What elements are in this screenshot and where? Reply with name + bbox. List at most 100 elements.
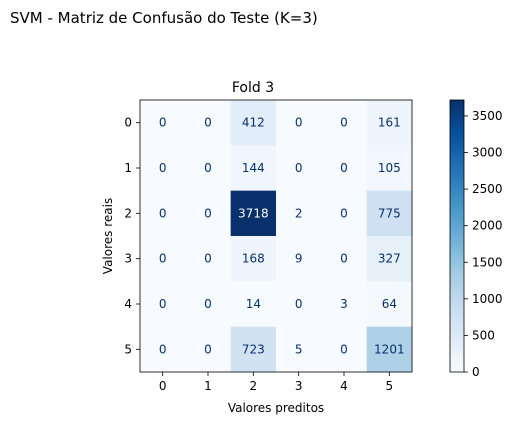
cell-value-label: 0 [340,252,348,266]
cell-value-label: 0 [159,116,167,130]
heatmap-cells [140,100,413,373]
cell-value-label: 2 [295,206,303,220]
x-tick-label: 4 [340,379,348,393]
y-tick-label: 5 [124,342,132,356]
x-tick-label: 0 [159,379,167,393]
cell-value-label: 168 [242,252,265,266]
heatmap-cell [321,281,368,328]
y-axis-label: Valores reais [101,198,115,274]
x-axis-label: Valores preditos [228,401,324,415]
heatmap-cell [185,145,232,192]
y-tick-label: 3 [124,252,132,266]
heatmap-cell [321,100,368,146]
cell-value-label: 0 [204,116,212,130]
heatmap-cell [230,236,277,282]
heatmap-cell [185,236,232,282]
cell-value-label: 327 [378,252,401,266]
heatmap-cell [366,100,413,146]
colorbar-tick-label: 500 [472,328,495,342]
cell-value-label: 723 [242,342,265,356]
colorbar-ticks: 0 500 1000 1500 2000 2500 3000 3500 [464,109,503,379]
plot-frame [139,99,413,373]
heatmap-cell [230,326,277,373]
y-tick-label: 4 [124,297,132,311]
cell-value-label: 144 [242,161,265,175]
y-tick-label: 2 [124,206,132,220]
heatmap-cell [276,236,322,282]
y-tick-label: 1 [124,161,132,175]
cell-value-label: 105 [378,161,401,175]
x-tick-label: 1 [204,379,212,393]
cell-value-label: 0 [159,297,167,311]
x-axis-ticks: 0 1 2 3 4 5 [159,372,393,393]
heatmap-cell [276,281,322,328]
heatmap-cell [230,281,277,328]
cell-value-label: 0 [295,297,303,311]
cell-value-label: 0 [340,342,348,356]
colorbar-tick-label: 1000 [472,292,503,306]
heatmap-cell [140,326,186,373]
cell-value-label: 14 [246,297,261,311]
cell-value-label: 0 [204,161,212,175]
heatmap-cell [140,281,186,328]
colorbar-tick-label: 2000 [472,219,503,233]
heatmap-cell [140,190,186,237]
cell-value-label: 5 [295,342,303,356]
heatmap-cell [140,100,186,146]
heatmap-cell [321,236,368,282]
heatmap-cell [321,190,368,237]
x-tick-label: 3 [295,379,303,393]
heatmap-cell [185,190,232,237]
heatmap-cell [276,326,322,373]
colorbar-tick-label: 2500 [472,182,503,196]
heatmap-cell [321,326,368,373]
cell-value-label: 0 [204,206,212,220]
heatmap-cell [230,145,277,192]
heatmap-cell [366,326,413,373]
colorbar-tick-label: 3500 [472,109,503,123]
cell-value-label: 0 [295,116,303,130]
heatmap-cell [276,100,322,146]
heatmap-cell [366,281,413,328]
heatmap-cell [185,326,232,373]
cell-value-label: 0 [159,206,167,220]
cell-value-label: 161 [378,116,401,130]
y-tick-label: 0 [124,116,132,130]
heatmap-cell [366,190,413,237]
cell-value-label: 0 [159,252,167,266]
cell-value-label: 9 [295,252,303,266]
heatmap-cell [140,236,186,282]
cell-value-label: 0 [340,161,348,175]
cell-value-label: 412 [242,116,265,130]
colorbar-tick-label: 1500 [472,255,503,269]
cell-value-label: 0 [204,297,212,311]
y-axis-ticks: 0 1 2 3 4 5 [124,116,140,356]
heatmap-cell [276,190,322,237]
heatmap-cell [185,100,232,146]
cell-value-label: 3 [340,297,348,311]
cell-value-label: 0 [204,342,212,356]
cell-value-label: 0 [340,206,348,220]
colorbar-tick-label: 0 [472,365,480,379]
cell-value-label: 0 [295,161,303,175]
x-tick-label: 2 [250,379,258,393]
colorbar-tick-label: 3000 [472,146,503,160]
chart-title: Fold 3 [232,80,274,96]
colorbar [449,99,465,373]
heatmap-cell [230,190,277,237]
heatmap-cell [185,281,232,328]
cell-value-label: 0 [159,161,167,175]
cell-value-label: 775 [378,206,401,220]
cell-value-label: 64 [382,297,397,311]
x-tick-label: 5 [386,379,394,393]
heatmap-cell [140,145,186,192]
cell-value-label: 0 [340,116,348,130]
heatmap-cell [276,145,322,192]
cell-value-label: 3718 [238,206,269,220]
figure-suptitle: SVM - Matriz de Confusão do Teste (K=3) [10,9,318,27]
heatmap-cell [366,236,413,282]
cell-value-label: 1201 [374,342,405,356]
heatmap-cell [321,145,368,192]
cell-value-label: 0 [159,342,167,356]
